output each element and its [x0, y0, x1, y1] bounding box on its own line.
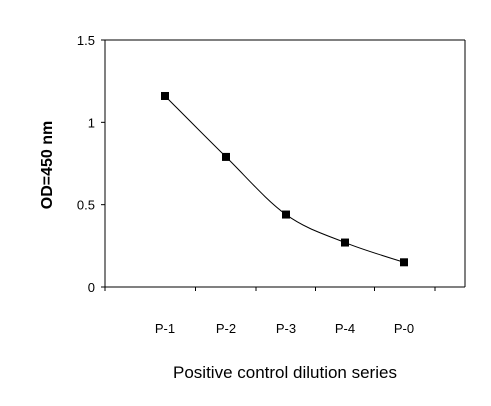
y-tick-label: 1.5: [77, 33, 95, 48]
series-line: [164, 95, 405, 263]
x-tick-label: P-1: [155, 321, 175, 336]
x-tick-label: P-2: [216, 321, 236, 336]
x-tick-label: P-4: [335, 321, 355, 336]
series-markers: [161, 91, 408, 267]
y-ticks: 0 0.5 1 1.5: [77, 33, 105, 295]
x-tick-label: P-0: [394, 321, 414, 336]
data-point-marker: [341, 238, 349, 247]
x-ticks: P-1 P-2 P-3 P-4 P-0: [104, 287, 436, 336]
x-axis-title: Positive control dilution series: [173, 363, 397, 382]
y-tick-label: 0: [88, 280, 95, 295]
data-point-marker: [282, 210, 290, 219]
plot-frame: [104, 39, 466, 288]
data-point-marker: [400, 258, 408, 267]
y-tick-label: 0.5: [77, 198, 95, 213]
data-point-marker: [222, 152, 230, 161]
data-point-marker: [161, 91, 169, 100]
x-tick-label: P-3: [276, 321, 296, 336]
y-tick-label: 1: [88, 115, 95, 130]
y-axis-title: OD=450 nm: [39, 121, 56, 209]
